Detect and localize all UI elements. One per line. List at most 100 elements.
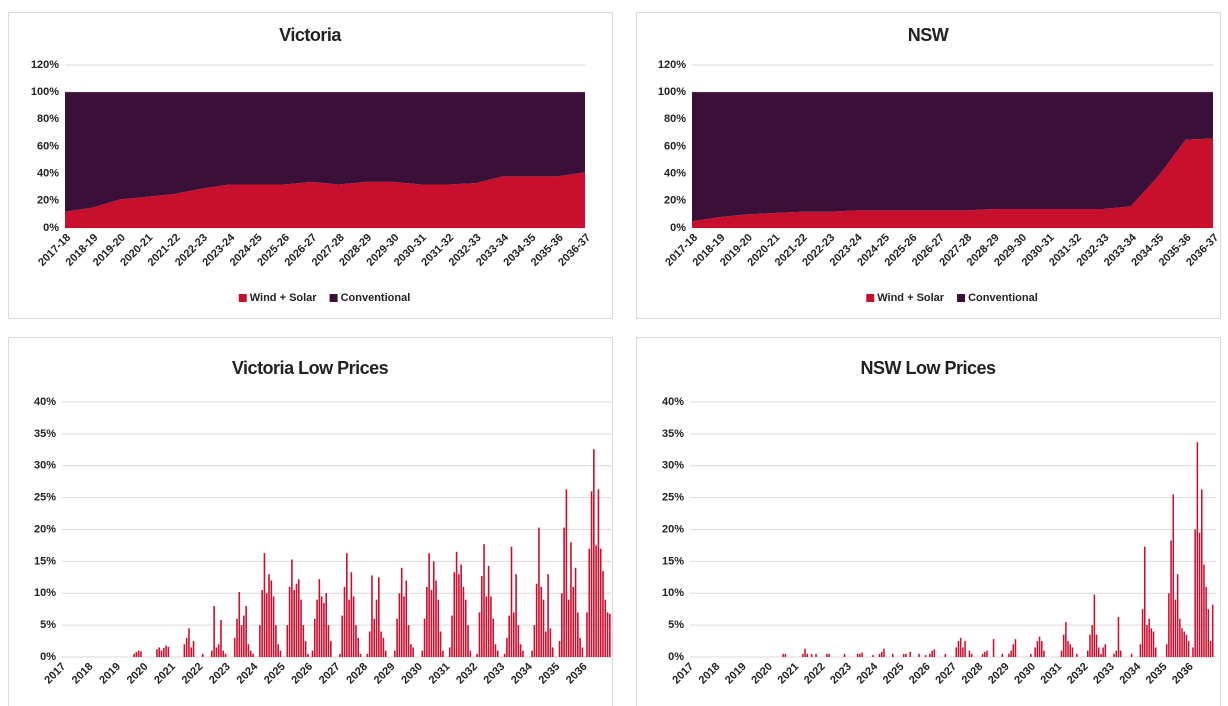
y-tick-label: 100% [658,86,686,98]
bar [311,650,314,657]
bar [533,625,536,657]
bar [428,553,430,657]
bar [190,647,193,657]
legend-label: Conventional [968,292,1038,304]
bar [185,637,188,657]
bar [339,653,341,657]
bar [368,631,371,657]
bar [162,648,165,657]
panel [8,337,613,706]
bar [1095,634,1098,657]
bar [455,551,458,657]
bar [1076,653,1078,657]
bar [588,548,591,657]
bar [1211,604,1214,657]
bar [1144,546,1146,657]
bar [577,612,579,657]
bar [929,653,931,657]
bar [243,615,245,657]
bar [810,653,813,657]
bar [574,567,577,657]
bar [815,653,817,657]
bar [1152,631,1155,657]
bar [135,651,138,657]
bar [1174,599,1177,657]
bar [1001,653,1004,657]
bar [538,527,540,657]
bar [213,606,215,657]
bar [1115,650,1118,657]
bar [609,613,611,657]
bar [968,650,971,657]
bar [606,612,609,657]
bar [277,644,279,657]
bar [247,644,250,657]
bar [561,593,563,657]
bar [458,574,460,657]
bar [563,527,565,657]
y-tick-label: 35% [662,428,684,440]
bar [964,641,966,657]
bar [469,650,472,657]
bar [355,625,357,657]
bar [1194,529,1196,657]
bar [1113,653,1115,657]
bar [924,655,927,657]
bar [981,653,984,657]
bar [604,599,607,657]
bar [487,565,490,657]
bar [1209,641,1212,657]
legend-swatch [238,294,247,302]
bar [933,649,936,657]
y-tick-label: 30% [34,460,56,472]
bar [861,652,863,657]
y-tick-label: 40% [664,168,686,180]
bar [423,618,426,657]
bar [297,579,300,657]
bar [962,647,964,657]
bar [1097,647,1100,657]
legend-swatch [866,294,875,302]
bar [462,586,465,657]
bar [891,653,894,657]
bar [784,653,787,657]
bar [291,559,293,657]
y-tick-label: 120% [658,59,686,71]
bar [508,615,511,657]
bar [602,570,604,657]
bar [992,639,995,657]
bar [295,583,298,657]
bar [1207,609,1210,657]
y-tick-label: 0% [43,222,59,234]
bar [1034,647,1036,657]
bar [1187,641,1190,657]
y-tick-label: 30% [662,460,684,472]
area [65,172,585,228]
bar [542,599,545,657]
bar [957,641,960,657]
bar [1038,636,1041,657]
y-tick-label: 15% [34,555,56,567]
bar [439,631,442,657]
bar [430,590,433,657]
bar [586,612,588,657]
bar [1170,540,1172,657]
bar [1130,653,1133,657]
bar [137,650,140,657]
bar [348,599,350,657]
bar [883,648,885,657]
bar [1200,489,1203,657]
bar [1165,644,1168,657]
bar [453,572,456,657]
bar [984,651,986,657]
bar [396,618,398,657]
bar [959,637,962,657]
bar [955,647,958,657]
area [65,92,585,212]
bar [238,591,241,657]
bar [183,644,186,657]
bar [545,631,547,657]
bar [460,564,462,657]
bar [403,596,405,657]
